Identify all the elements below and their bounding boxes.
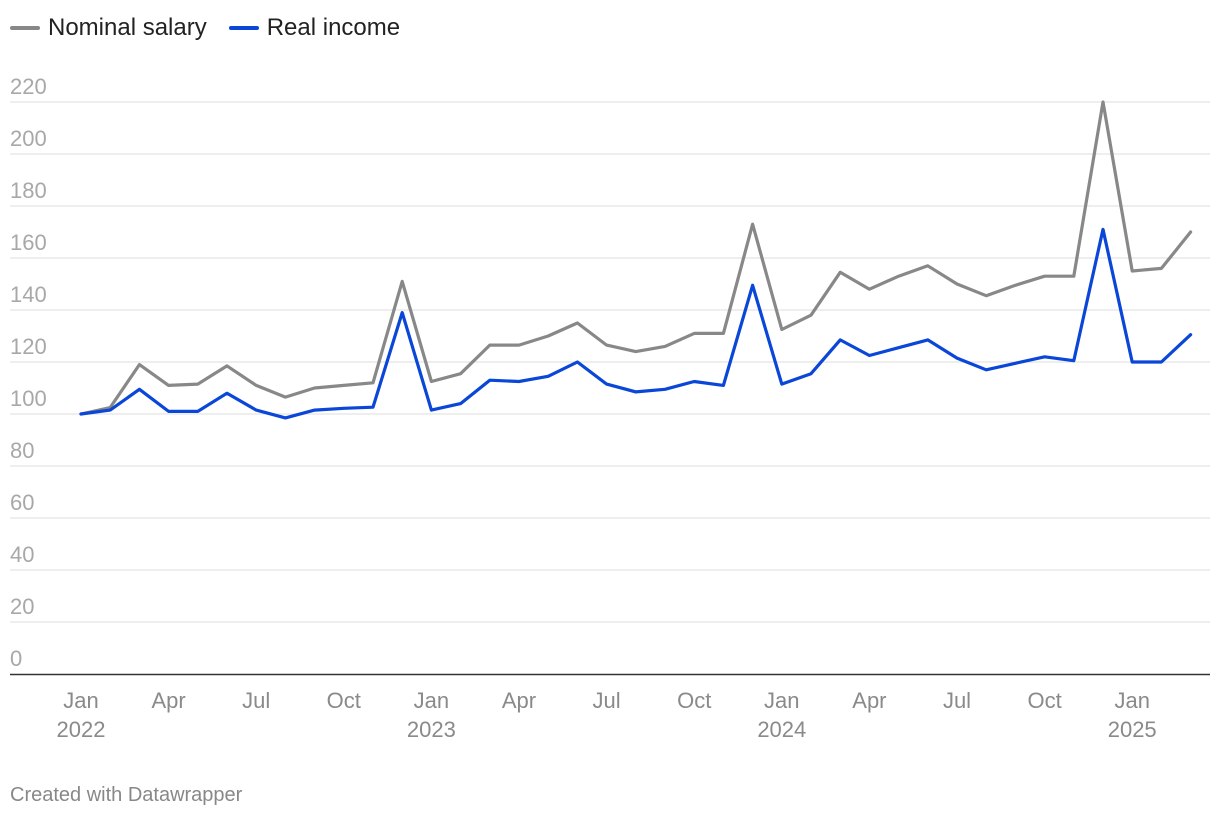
legend-swatch-nominal-salary (10, 26, 40, 30)
x-tick-year-label: 2022 (57, 717, 106, 742)
series-line-real-income (79, 227, 1193, 420)
y-tick-label: 20 (10, 594, 34, 619)
y-tick-label: 220 (10, 74, 47, 99)
series-lines (79, 100, 1193, 420)
legend: Nominal salary Real income (10, 14, 400, 42)
x-tick-label: Jan (764, 688, 799, 713)
y-tick-label: 100 (10, 386, 47, 411)
x-axis-ticks: Jan 2022 Apr Jul Oct Jan 2023 Apr Jul Oct Jan 2024 A… (57, 688, 1157, 742)
y-tick-label: 40 (10, 542, 34, 567)
x-tick-label: Jan (63, 688, 98, 713)
x-tick-label: Apr (151, 688, 185, 713)
x-tick-label: Oct (677, 688, 711, 713)
x-tick-label: Apr (852, 688, 886, 713)
legend-label-nominal-salary: Nominal salary (48, 14, 207, 41)
y-tick-label: 160 (10, 230, 47, 255)
x-tick-label: Jul (593, 688, 621, 713)
x-tick-label: Jul (242, 688, 270, 713)
y-axis-ticks: 0 20 40 60 80 100 120 140 160 180 200 220 (10, 74, 47, 671)
x-tick-label: Oct (327, 688, 361, 713)
x-tick-label: Jan (1114, 688, 1149, 713)
x-tick-year-label: 2024 (757, 717, 806, 742)
y-tick-label: 140 (10, 282, 47, 307)
y-tick-label: 60 (10, 490, 34, 515)
x-tick-label: Apr (502, 688, 536, 713)
legend-label-real-income: Real income (266, 14, 401, 41)
y-tick-label: 80 (10, 438, 34, 463)
gridlines (10, 101, 1210, 623)
legend-swatch-real-income (228, 26, 259, 30)
x-tick-label: Jul (943, 688, 971, 713)
y-tick-label: 200 (10, 126, 47, 151)
series-line-nominal-salary (79, 100, 1193, 416)
x-tick-year-label: 2023 (407, 717, 456, 742)
x-tick-label: Oct (1027, 688, 1061, 713)
legend-item-real-income: Real income (228, 14, 401, 42)
line-chart: 0 20 40 60 80 100 120 140 160 180 200 220 Jan 2022 Ap… (10, 74, 1210, 742)
credit-text: Created with Datawrapper (10, 784, 243, 806)
y-tick-label: 180 (10, 178, 47, 203)
y-tick-label: 120 (10, 334, 47, 359)
x-tick-label: Jan (414, 688, 449, 713)
x-tick-year-label: 2025 (1108, 717, 1157, 742)
y-tick-label: 0 (10, 646, 22, 671)
legend-item-nominal-salary: Nominal salary (10, 14, 207, 42)
